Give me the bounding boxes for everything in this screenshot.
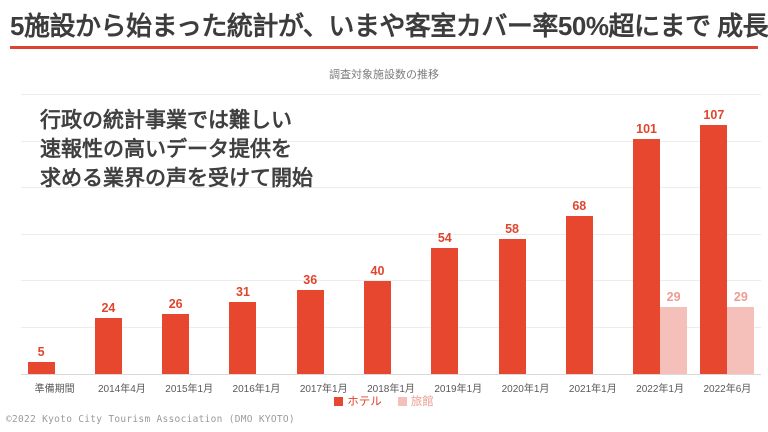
x-axis-label: 2015年1月 bbox=[165, 384, 214, 395]
bar-ホテル-2022年6月 bbox=[700, 125, 728, 374]
legend-swatch-icon bbox=[334, 396, 344, 406]
bar-value-label: 101 bbox=[636, 122, 657, 137]
legend-label: 旅館 bbox=[410, 396, 434, 408]
x-axis-label: 2019年1月 bbox=[434, 384, 483, 395]
x-axis-label: 2022年6月 bbox=[703, 384, 752, 395]
gridline-60 bbox=[21, 233, 761, 235]
bar-ホテル-2016年1月 bbox=[229, 301, 257, 374]
bar-value-label: 107 bbox=[703, 108, 725, 123]
bar-value-label: 29 bbox=[733, 289, 748, 304]
bar-value-label: 24 bbox=[101, 301, 116, 316]
legend-item-旅館: 旅館 bbox=[397, 393, 434, 409]
bar-ホテル-2021年1月 bbox=[565, 215, 593, 374]
x-axis-label: 2014年4月 bbox=[98, 384, 146, 395]
x-axis-label: 2020年1月 bbox=[501, 384, 550, 395]
bar-ホテル-2019年1月 bbox=[431, 248, 459, 374]
bar-value-label: 29 bbox=[666, 289, 681, 304]
annotation-line-3: 求める業界の声を受けて開始 bbox=[40, 167, 313, 190]
gridline-100 bbox=[21, 140, 761, 142]
legend-swatch-icon bbox=[397, 396, 407, 406]
bar-ホテル-2022年1月 bbox=[633, 139, 661, 374]
bar-value-label: 58 bbox=[505, 222, 519, 237]
gridline-80 bbox=[21, 187, 761, 188]
x-axis-label: 準備期間 bbox=[34, 384, 75, 395]
x-axis-label: 2016年1月 bbox=[232, 384, 281, 395]
bar-ホテル-2015年1月 bbox=[162, 313, 190, 374]
bar-chart-plot-area: 準備期間 5 2014年4月 24 2015年1月 26 2016年1月 31 2017年1月 3… bbox=[21, 94, 761, 395]
annotation-text: 行政の統計事業では難しい 速報性の高いデータ提供を 求める業界の声を受けて開始 bbox=[40, 106, 313, 193]
bar-value-label: 36 bbox=[303, 273, 318, 288]
legend-label: ホテル bbox=[347, 396, 382, 408]
x-axis-label: 2021年1月 bbox=[568, 384, 617, 395]
bar-旅館-2022年1月 bbox=[660, 306, 688, 374]
bar-value-label: 31 bbox=[236, 284, 250, 299]
bar-value-label: 68 bbox=[572, 198, 587, 213]
bar-value-label: 40 bbox=[370, 264, 385, 278]
gridline-120 bbox=[21, 94, 761, 95]
bar-value-label: 5 bbox=[37, 345, 45, 360]
bar-value-label: 54 bbox=[437, 231, 452, 246]
title-underline bbox=[10, 46, 758, 49]
gridline-20 bbox=[21, 326, 761, 328]
bar-ホテル-2018年1月 bbox=[364, 281, 391, 374]
bar-value-label: 26 bbox=[168, 296, 183, 311]
x-axis-label: 2018年1月 bbox=[367, 384, 415, 395]
chart-title: 調査対象施設数の推移 bbox=[329, 69, 439, 81]
annotation-line-1: 行政の統計事業では難しい bbox=[40, 109, 292, 132]
chart-legend: ホテル 旅館 bbox=[0, 393, 768, 409]
copyright-text: ©2022 Kyoto City Tourism Association (DM… bbox=[6, 414, 295, 425]
bar-ホテル-2014年4月 bbox=[94, 318, 122, 374]
x-axis-label: 2022年1月 bbox=[636, 384, 684, 395]
gridline-40 bbox=[21, 280, 761, 281]
bar-ホテル-2020年1月 bbox=[498, 239, 526, 374]
legend-item-ホテル: ホテル bbox=[334, 393, 382, 409]
page-title: 5施設から始まった統計が、いまや客室カバー率50%超にまで 成長 bbox=[10, 11, 768, 41]
bar-ホテル-2017年1月 bbox=[296, 290, 324, 374]
annotation-line-2: 速報性の高いデータ提供を bbox=[40, 138, 292, 161]
bar-ホテル-準備期間 bbox=[27, 362, 55, 374]
bar-旅館-2022年6月 bbox=[727, 306, 755, 374]
x-axis-label: 2017年1月 bbox=[299, 384, 348, 395]
